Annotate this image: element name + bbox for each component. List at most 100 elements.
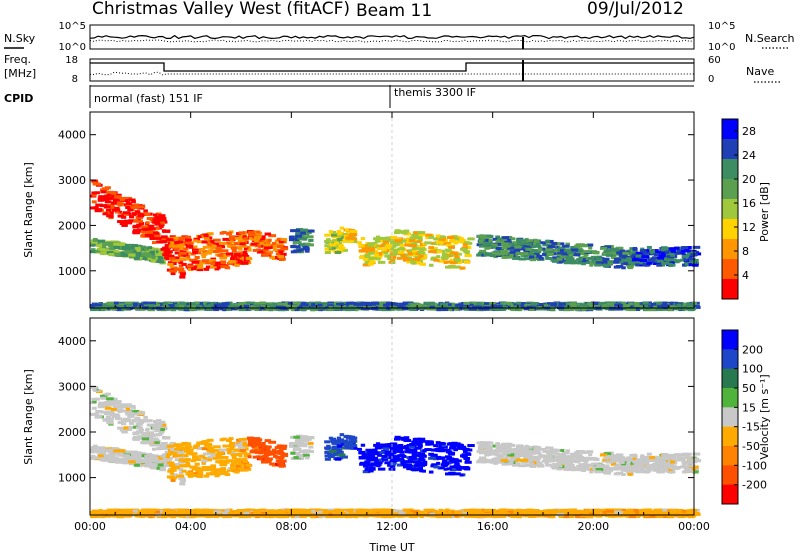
velocity-echo — [251, 449, 258, 452]
power-echo — [133, 231, 140, 234]
power-echo — [100, 197, 108, 200]
velocity-echo — [449, 453, 455, 456]
power-echo — [183, 258, 187, 261]
power-echo — [348, 240, 354, 243]
velocity-echo — [418, 454, 426, 457]
velocity-echo — [277, 462, 284, 465]
power-echo — [649, 249, 655, 252]
power-echo — [156, 253, 163, 256]
power-echo — [586, 261, 590, 264]
velocity-echo — [218, 456, 223, 459]
velocity-echo — [112, 415, 116, 418]
power-echo — [613, 261, 619, 264]
velocity-echo — [290, 452, 295, 455]
velocity-echo — [272, 449, 277, 452]
velocity-echo — [237, 453, 242, 456]
power-echo — [629, 308, 636, 311]
velocity-echo — [248, 455, 252, 458]
power-echo — [303, 303, 308, 306]
power-echo — [166, 249, 170, 252]
velocity-echo — [113, 453, 120, 456]
power-echo — [509, 254, 513, 257]
power-echo — [167, 238, 174, 241]
power-echo — [480, 236, 486, 239]
power-echo — [454, 253, 458, 256]
power-echo — [187, 265, 194, 268]
freq-label: Freq. — [4, 53, 31, 66]
power-echo — [397, 247, 405, 250]
velocity-echo — [368, 454, 373, 457]
power-echo — [137, 205, 145, 208]
power-echo — [643, 251, 648, 254]
power-echo — [676, 304, 681, 307]
power-echo — [91, 244, 95, 247]
velocity-echo — [305, 456, 310, 459]
velocity-echo — [289, 442, 294, 445]
power-echo — [418, 247, 426, 250]
power-echo — [93, 238, 97, 241]
power-echo — [374, 253, 379, 256]
power-echo — [180, 272, 186, 275]
power-cbar-segment — [722, 279, 738, 300]
velocity-echo — [359, 456, 366, 459]
power-echo — [230, 260, 236, 263]
power-echo — [656, 264, 662, 267]
power-echo — [447, 261, 452, 264]
velocity-echo — [294, 448, 299, 451]
power-echo — [632, 248, 637, 251]
power-cbar-tick-label: 20 — [742, 173, 756, 186]
power-echo — [358, 244, 365, 247]
velocity-echo — [125, 413, 130, 416]
power-echo — [142, 252, 148, 255]
velocity-echo — [105, 407, 112, 410]
power-echo — [418, 252, 425, 255]
nsky-tick-top: 10^5 — [59, 21, 86, 32]
power-echo — [460, 248, 468, 251]
power-echo — [273, 248, 278, 251]
power-echo — [411, 261, 417, 264]
velocity-echo — [234, 470, 240, 473]
freq-tick-top: 18 — [65, 55, 78, 66]
velocity-echo — [104, 455, 110, 458]
velocity-echo — [111, 408, 117, 411]
power-echo — [90, 250, 95, 253]
velocity-echo — [123, 418, 131, 421]
power-echo — [179, 276, 185, 279]
power-echo — [335, 251, 341, 254]
velocity-echo — [152, 448, 156, 451]
velocity-echo — [464, 467, 470, 470]
power-echo — [170, 241, 174, 244]
power-echo — [418, 255, 423, 258]
velocity-echo — [363, 465, 368, 468]
power-echo — [569, 302, 576, 305]
power-echo — [272, 242, 277, 245]
power-echo — [217, 254, 223, 257]
velocity-echo — [191, 474, 196, 477]
nsearch-trace — [90, 40, 694, 42]
power-echo — [303, 238, 308, 241]
power-echo — [424, 302, 430, 305]
velocity-echo — [116, 415, 120, 418]
velocity-echo — [345, 435, 349, 438]
velocity-echo — [109, 421, 113, 424]
power-echo — [491, 304, 497, 307]
velocity-echo — [135, 460, 141, 463]
velocity-echo — [145, 440, 153, 443]
velocity-echo — [456, 466, 461, 469]
velocity-echo — [226, 459, 234, 462]
power-echo — [220, 232, 225, 235]
power-echo — [170, 265, 174, 268]
power-echo — [118, 215, 124, 218]
power-echo — [109, 215, 113, 218]
nsearch-tick-top: 10^5 — [708, 21, 735, 32]
power-echo — [210, 247, 215, 250]
velocity-echo — [390, 463, 396, 466]
velocity-echo — [166, 455, 170, 458]
power-echo — [95, 209, 102, 212]
date-label: 09/Jul/2012 — [587, 0, 684, 19]
velocity-echo — [133, 438, 140, 441]
power-echo — [290, 245, 295, 248]
power-echo — [234, 237, 242, 240]
